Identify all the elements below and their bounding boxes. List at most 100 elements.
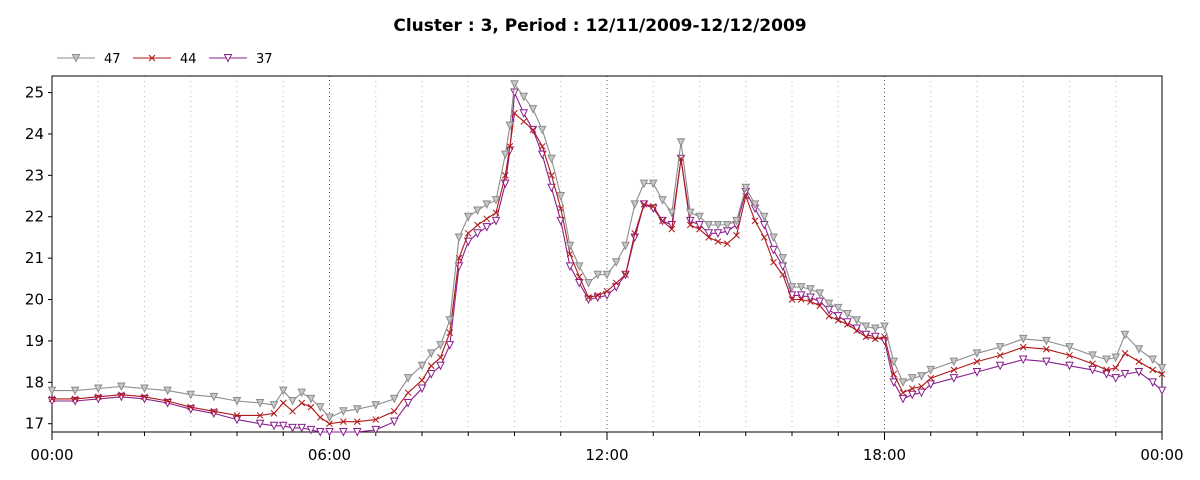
legend-label: 47 [104, 52, 121, 67]
data-point-44 [506, 143, 514, 150]
data-point-47 [389, 394, 399, 404]
data-point-44 [71, 395, 79, 403]
data-point-47 [463, 212, 473, 222]
data-point-44 [501, 171, 509, 179]
data-point-47 [1111, 353, 1121, 363]
data-point-44 [640, 200, 648, 208]
data-point-44 [492, 209, 500, 216]
data-point-44 [844, 321, 851, 328]
data-point-37 [713, 229, 723, 238]
data-point-44 [520, 118, 528, 125]
data-point-47 [403, 374, 413, 383]
data-point-47 [602, 270, 612, 280]
data-point-37 [565, 262, 575, 272]
data-point-47 [140, 384, 149, 394]
y-tick-label: 18 [25, 373, 44, 391]
data-point-47 [436, 341, 445, 350]
data-point-47 [833, 303, 843, 313]
data-point-44 [853, 327, 861, 334]
legend-item-44: 44 [133, 52, 197, 67]
data-point-44 [927, 374, 935, 382]
data-point-37 [667, 221, 677, 230]
data-point-47 [704, 221, 714, 230]
data-point-37 [972, 367, 982, 377]
data-point-47 [278, 386, 288, 396]
data-point-47 [209, 392, 219, 402]
data-point-37 [389, 417, 399, 427]
data-point-47 [315, 403, 325, 412]
data-point-47 [482, 200, 492, 209]
data-point-47 [117, 382, 126, 392]
data-point-37 [547, 183, 556, 193]
data-point-37 [445, 341, 455, 350]
data-point-44 [1019, 343, 1027, 351]
data-point-47 [593, 270, 603, 280]
data-point-44 [474, 221, 481, 229]
data-point-44 [612, 279, 620, 287]
data-point-47 [491, 196, 501, 205]
data-point-37 [325, 428, 334, 437]
data-point-37 [917, 388, 926, 398]
data-point-37 [898, 394, 908, 404]
data-point-44 [233, 412, 241, 419]
data-point-47 [297, 388, 307, 398]
data-point-37 [463, 237, 473, 247]
data-point-47 [732, 216, 741, 226]
data-point-44 [446, 329, 454, 337]
data-point-47 [917, 372, 926, 381]
data-point-47 [186, 390, 196, 400]
data-point-44 [908, 385, 916, 392]
data-point-47 [1018, 334, 1028, 344]
data-point-44 [1112, 364, 1120, 372]
data-point-47 [787, 283, 797, 292]
data-point-44 [686, 221, 694, 229]
data-point-44 [631, 229, 639, 237]
data-point-44 [187, 403, 195, 411]
data-point-47 [288, 396, 297, 406]
data-point-47 [1065, 343, 1074, 352]
data-point-44 [723, 240, 731, 248]
data-point-47 [547, 154, 556, 164]
data-point-47 [852, 316, 862, 325]
data-point-44 [890, 370, 898, 378]
data-point-44 [973, 358, 981, 365]
data-point-44 [372, 416, 380, 423]
y-axis: 17 18 19 20 21 22 23 24 25 [25, 84, 52, 433]
data-point-47 [796, 283, 806, 292]
data-point-37 [482, 223, 492, 232]
data-point-47 [695, 212, 704, 222]
legend-marker [223, 54, 233, 63]
data-point-47 [371, 401, 381, 410]
data-point-47 [907, 374, 917, 383]
data-point-37 [371, 425, 381, 435]
data-point-47 [630, 200, 640, 209]
chart-title: Cluster : 3, Period : 12/11/2009-12/12/2… [393, 16, 806, 36]
data-point-44 [807, 298, 814, 305]
data-point-47 [454, 233, 464, 243]
data-point-47 [898, 378, 908, 387]
data-point-37 [510, 88, 519, 98]
data-point-37 [269, 421, 279, 431]
data-point-47 [658, 196, 667, 205]
data-point-44 [871, 335, 879, 343]
data-point-37 [352, 428, 362, 437]
data-point-44 [298, 399, 306, 407]
data-point-47 [417, 361, 427, 371]
data-point-47 [880, 322, 889, 332]
data-point-44 [1066, 352, 1073, 359]
data-point-44 [788, 296, 796, 303]
data-point-47 [713, 221, 723, 230]
data-point-47 [676, 138, 686, 147]
data-point-44 [118, 391, 125, 399]
data-point-44 [437, 354, 444, 361]
data-point-47 [339, 407, 348, 416]
data-point-37 [833, 312, 843, 321]
legend-marker [71, 54, 81, 63]
data-point-47 [269, 401, 279, 410]
data-point-37 [255, 419, 265, 429]
data-point-37 [889, 378, 899, 387]
y-tick-label: 25 [25, 84, 44, 102]
data-point-47 [806, 285, 815, 294]
data-point-47 [325, 413, 334, 423]
